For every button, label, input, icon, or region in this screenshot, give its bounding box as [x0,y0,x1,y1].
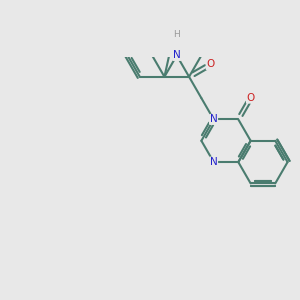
Text: O: O [206,59,214,70]
Bar [209,115,218,124]
Bar [246,94,255,102]
Text: N: N [173,50,181,60]
Bar [209,158,218,166]
Text: N: N [210,157,218,167]
Text: O: O [247,93,255,103]
Bar [172,51,181,60]
Text: N: N [210,114,218,124]
Bar [206,60,214,69]
Text: H: H [173,30,180,39]
